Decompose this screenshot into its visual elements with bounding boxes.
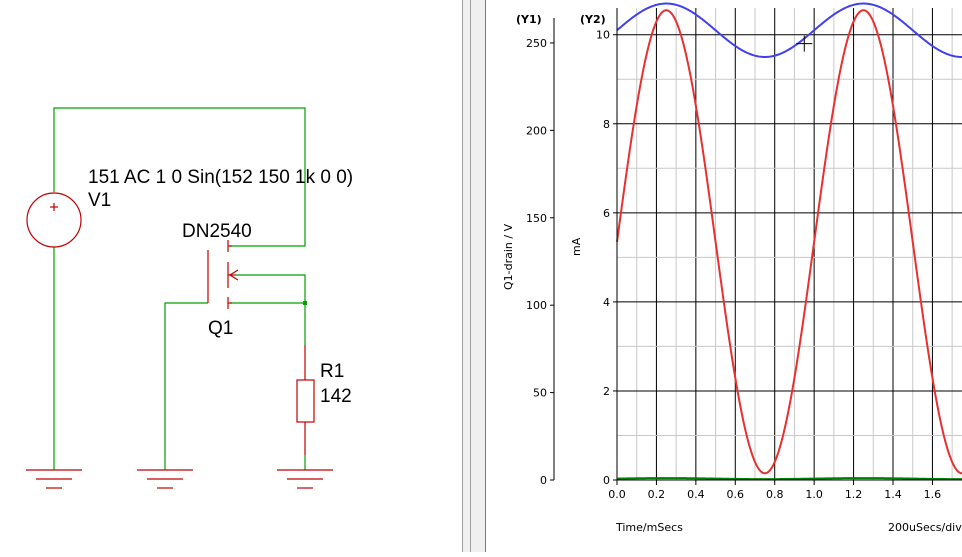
x-tick-label: 1.6 bbox=[924, 488, 942, 501]
axes bbox=[550, 8, 962, 485]
ground-symbol-3[interactable] bbox=[277, 469, 333, 489]
x-tick-label: 0.0 bbox=[608, 488, 626, 501]
y1-tick-label: 200 bbox=[526, 124, 547, 137]
x-tick-label: 1.0 bbox=[805, 488, 823, 501]
x-div-label: 200uSecs/div bbox=[888, 521, 962, 534]
ground-symbol-2[interactable] bbox=[137, 469, 193, 489]
transistor-q1[interactable] bbox=[207, 240, 239, 309]
series-line-0 bbox=[616, 2, 962, 58]
x-tick-label: 1.4 bbox=[884, 488, 902, 501]
wire-body[interactable] bbox=[236, 274, 306, 303]
wire-v1-top[interactable] bbox=[53, 107, 306, 247]
wires bbox=[53, 107, 306, 470]
x-tick-label: 0.6 bbox=[727, 488, 745, 501]
resistor-r1[interactable] bbox=[296, 345, 315, 455]
tick-labels: 0.0 0.2 0.4 0.6 0.8 1.0 1.2 1.4 1.60501001502002… bbox=[526, 29, 941, 501]
x-tick-label: 0.2 bbox=[648, 488, 666, 501]
y1-tick-label: 50 bbox=[533, 387, 547, 400]
crosshair-cursor[interactable] bbox=[796, 35, 813, 52]
series-layer bbox=[616, 2, 962, 481]
y2-tick-label: 6 bbox=[603, 207, 610, 220]
node-dot bbox=[303, 301, 307, 305]
x-tick-label: 0.8 bbox=[766, 488, 784, 501]
q1-model-label: DN2540 bbox=[182, 221, 252, 242]
y1-axis-header: (Y1) bbox=[516, 13, 542, 26]
grid bbox=[617, 8, 962, 480]
waveform-viewer[interactable]: 0.0 0.2 0.4 0.6 0.8 1.0 1.2 1.4 1.6 0 50 100 150 200 2… bbox=[486, 0, 962, 552]
y2-axis-label: mA bbox=[570, 237, 583, 256]
wire-source[interactable] bbox=[230, 302, 306, 345]
y1-tick-label: 100 bbox=[526, 299, 547, 312]
series-line-1 bbox=[616, 9, 962, 475]
voltage-source-v1[interactable] bbox=[26, 192, 82, 248]
v1-name-label: V1 bbox=[88, 190, 111, 211]
x-axis-label: Time/mSecs bbox=[615, 521, 683, 534]
y2-tick-label: 2 bbox=[603, 385, 610, 398]
v1-spec-label: 151 AC 1 0 Sin(152 150 1k 0 0) bbox=[88, 167, 353, 188]
y1-tick-label: 0 bbox=[540, 474, 547, 487]
y2-tick-label: 10 bbox=[596, 29, 610, 42]
wire-gate[interactable] bbox=[164, 302, 208, 470]
x-tick-label: 1.2 bbox=[845, 488, 863, 501]
r1-name-label: R1 bbox=[320, 361, 344, 382]
schematic-canvas[interactable]: 151 AC 1 0 Sin(152 150 1k 0 0) V1 DN2540… bbox=[0, 0, 462, 552]
y2-tick-label: 8 bbox=[603, 118, 610, 131]
y1-tick-label: 250 bbox=[526, 37, 547, 50]
y2-axis-header: (Y2) bbox=[580, 13, 606, 26]
y1-tick-label: 150 bbox=[526, 212, 547, 225]
y1-axis-label: Q1-drain / V bbox=[502, 223, 515, 290]
y2-tick-label: 4 bbox=[603, 296, 610, 309]
r1-value-label: 142 bbox=[320, 386, 352, 407]
ground-symbol-1[interactable] bbox=[26, 469, 82, 489]
series-line-2 bbox=[616, 477, 962, 481]
q1-name-label: Q1 bbox=[208, 318, 233, 339]
splitter-handle[interactable] bbox=[462, 0, 486, 552]
y2-tick-label: 0 bbox=[603, 474, 610, 487]
x-tick-label: 0.4 bbox=[687, 488, 705, 501]
